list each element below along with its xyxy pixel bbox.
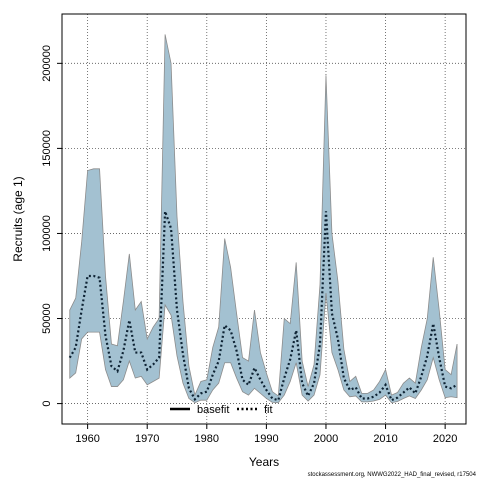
y-tick-label: 50000	[41, 303, 53, 334]
x-axis: 1960 1970 1980 1990 2000 2010 2020	[75, 424, 457, 445]
confidence-band	[69, 34, 458, 404]
legend: basefit fit	[170, 404, 273, 416]
y-tick-label: 200000	[41, 45, 53, 82]
x-tick-label: 2000	[314, 433, 338, 445]
x-tick-label: 1960	[75, 433, 99, 445]
plot-frame	[61, 13, 467, 425]
y-axis-title: Recruits (age 1)	[11, 176, 25, 261]
x-tick-label: 2020	[433, 433, 457, 445]
x-tick-label: 1980	[195, 433, 219, 445]
x-axis-title: Years	[249, 455, 279, 469]
y-axis: 0 50000 100000 150000 200000	[41, 45, 62, 407]
legend-label-fit: fit	[264, 404, 273, 416]
band-area	[69, 34, 458, 404]
grid	[62, 14, 466, 424]
legend-label-basefit: basefit	[197, 404, 229, 416]
x-tick-label: 2010	[373, 433, 397, 445]
x-tick-label: 1970	[135, 433, 159, 445]
y-tick-label: 100000	[41, 215, 53, 252]
y-tick-label: 0	[41, 401, 53, 407]
y-tick-label: 150000	[41, 130, 53, 167]
fit-series	[68, 210, 458, 402]
fit-line	[68, 210, 458, 402]
footer-source: stockassessment.org, NWWG2022_HAD_final_…	[308, 472, 477, 478]
x-tick-label: 1990	[254, 433, 278, 445]
